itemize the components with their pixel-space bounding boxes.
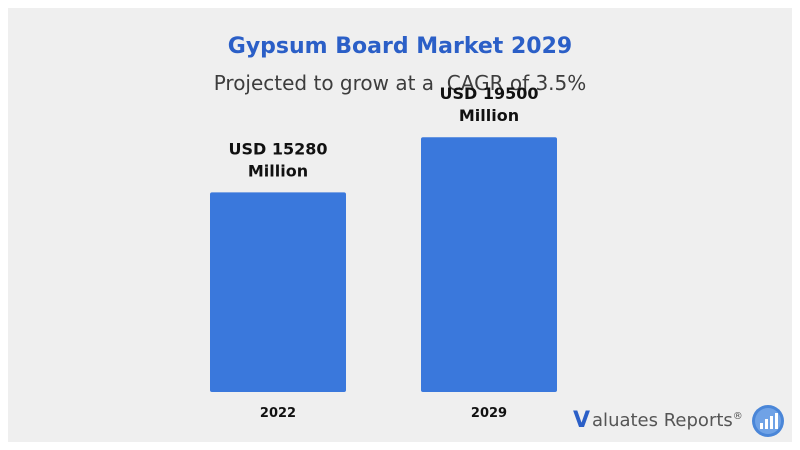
bar-2022 — [210, 192, 346, 392]
logo-initial: V — [573, 408, 591, 433]
brand-logo: V aluates Reports® — [573, 404, 785, 438]
logo-registered-mark: ® — [732, 411, 743, 422]
chart-subtitle: Projected to grow at a CAGR of 3.5% — [213, 71, 587, 95]
logo-name: aluates Reports — [592, 410, 733, 431]
data-label-2029: USD 19500 Million — [439, 84, 538, 125]
chart-title: Gypsum Board Market 2029 — [227, 34, 573, 59]
bar-chart-circle-icon — [751, 405, 784, 437]
chart-card: Gypsum Board Market 2029 Projected to gr… — [8, 8, 792, 442]
data-label-line: USD 15280 — [228, 139, 327, 158]
bar-chart: USD 15280 Million 2022 USD 19500 Million 2029 — [210, 84, 557, 421]
logo-text: aluates Reports® — [592, 412, 743, 430]
x-tick-label-2029: 2029 — [471, 406, 507, 421]
data-label-line: Million — [248, 161, 308, 180]
x-tick-label-2022: 2022 — [260, 406, 296, 421]
bar-2029 — [421, 137, 557, 392]
data-label-2022: USD 15280 Million — [228, 139, 327, 180]
data-label-line: USD 19500 — [439, 84, 538, 103]
data-label-line: Million — [459, 106, 519, 125]
